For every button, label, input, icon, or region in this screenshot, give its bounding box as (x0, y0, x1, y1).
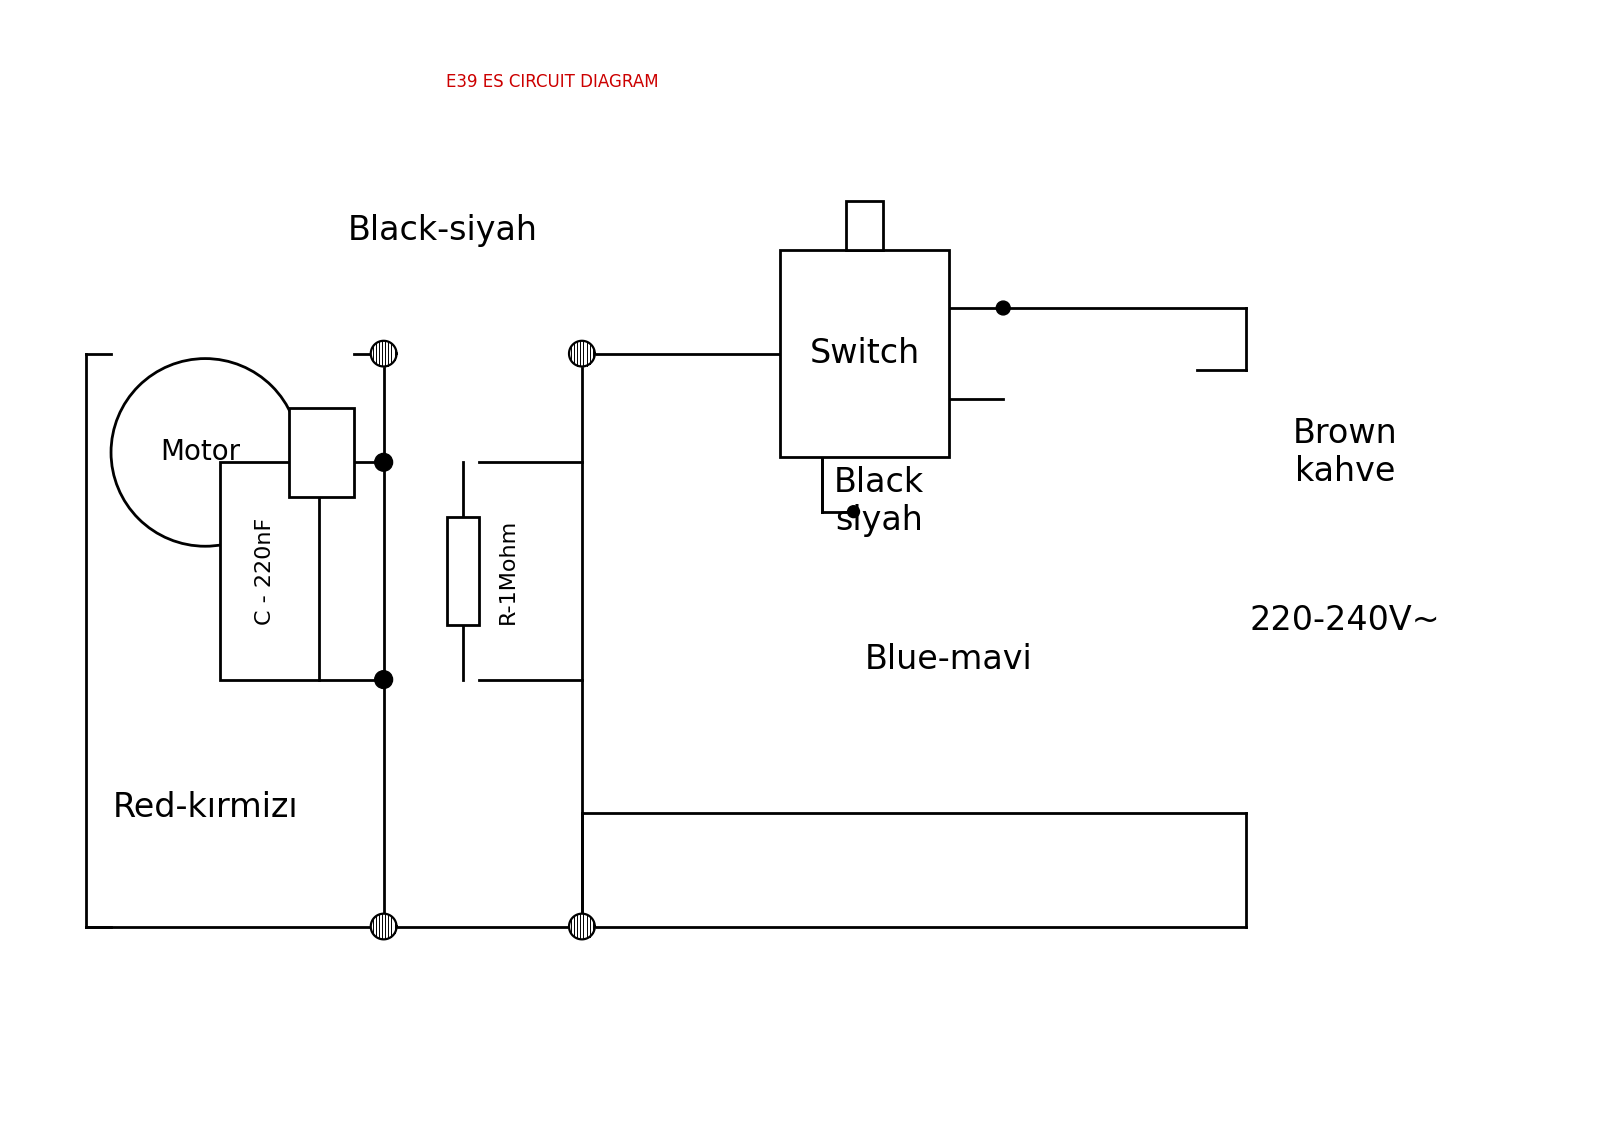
Bar (290, 408, 354, 497)
Circle shape (848, 506, 859, 518)
Bar (446, 517, 478, 625)
Text: 220-240V~: 220-240V~ (1250, 604, 1440, 637)
Text: Black-siyah: Black-siyah (349, 214, 538, 247)
Text: Red-kırmizı: Red-kırmizı (112, 792, 298, 824)
Text: Blue-mavi: Blue-mavi (866, 644, 1032, 676)
Polygon shape (570, 340, 595, 366)
Polygon shape (371, 340, 397, 366)
Text: Motor: Motor (160, 439, 240, 466)
Circle shape (374, 671, 392, 689)
Text: R-1Mohm: R-1Mohm (498, 518, 518, 623)
Text: C - 220nF: C - 220nF (254, 517, 275, 624)
Polygon shape (570, 914, 595, 940)
Polygon shape (371, 914, 397, 940)
Bar (781, 250, 949, 457)
Text: Switch: Switch (810, 337, 920, 370)
Text: Brown
kahve: Brown kahve (1293, 417, 1398, 487)
Bar (221, 463, 320, 680)
Text: E39 ES CIRCUIT DIAGRAM: E39 ES CIRCUIT DIAGRAM (446, 74, 659, 90)
Text: Black
siyah: Black siyah (834, 466, 925, 537)
Circle shape (374, 454, 392, 472)
Bar (846, 200, 883, 250)
Circle shape (997, 301, 1010, 314)
